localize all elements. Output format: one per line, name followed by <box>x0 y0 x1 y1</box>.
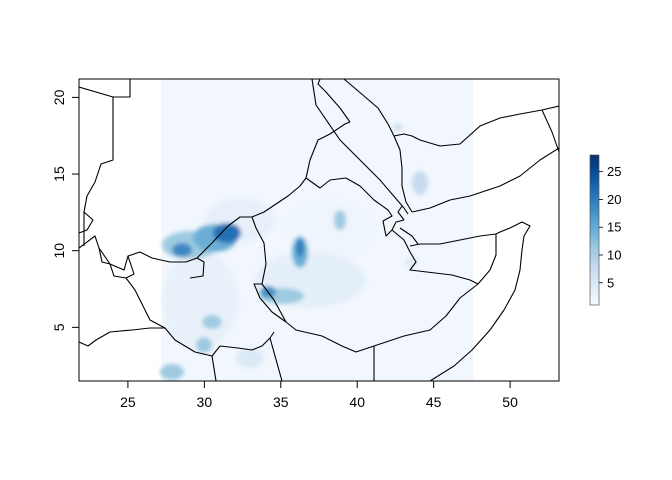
border-line <box>391 229 497 285</box>
x-tick-label: 50 <box>502 394 518 410</box>
colorbar-tick-label: 5 <box>607 275 614 290</box>
raster-patch <box>162 250 238 350</box>
raster-intensity-layer <box>160 124 428 380</box>
border-line <box>79 263 166 347</box>
raster-patch <box>393 124 403 130</box>
y-axis: 5 10 15 20 <box>51 89 80 331</box>
border-line <box>211 355 217 381</box>
colorbar-legend: 5 10 15 20 25 <box>589 154 621 306</box>
colorbar-tick-label: 10 <box>607 248 621 263</box>
x-tick-label: 45 <box>426 394 442 410</box>
x-tick-label: 25 <box>120 394 136 410</box>
map-plot-area <box>79 79 559 381</box>
raster-patch <box>334 210 346 230</box>
border-line <box>541 109 559 153</box>
x-tick-label: 35 <box>273 394 289 410</box>
border-line <box>429 221 531 381</box>
border-line <box>311 79 409 215</box>
y-tick-label: 5 <box>51 323 67 331</box>
raster-patch <box>160 364 184 380</box>
x-axis: 25 30 35 40 45 50 <box>120 380 518 410</box>
border-line <box>98 247 111 265</box>
raster-patch <box>213 223 241 243</box>
border-line <box>79 79 131 98</box>
border-line <box>343 79 413 213</box>
colorbar-gradient <box>589 154 600 306</box>
raster-patch <box>412 171 428 195</box>
country-borders <box>79 79 559 381</box>
border-line <box>269 337 283 381</box>
raster-patch <box>296 239 304 257</box>
border-line <box>317 79 351 123</box>
x-tick-label: 40 <box>349 394 365 410</box>
border-line <box>164 327 275 357</box>
border-line <box>411 147 559 213</box>
raster-patch <box>202 315 222 329</box>
border-line <box>253 283 287 323</box>
border-line <box>79 216 267 285</box>
border-line <box>189 257 205 279</box>
border-line <box>125 255 135 279</box>
raster-patch <box>236 348 264 368</box>
y-tick-label: 15 <box>51 166 67 182</box>
raster-patch <box>196 337 212 353</box>
colorbar-tick-label: 15 <box>607 220 621 235</box>
colorbar-tick-label: 20 <box>607 192 621 207</box>
raster-patch <box>334 274 366 290</box>
y-tick-label: 10 <box>51 243 67 259</box>
border-line <box>79 97 114 234</box>
raster-patch <box>285 200 375 260</box>
x-tick-label: 30 <box>197 394 213 410</box>
colorbar-ticks: 5 10 15 20 25 <box>599 164 621 290</box>
y-tick-label: 20 <box>51 89 67 105</box>
colorbar-tick-label: 25 <box>607 164 621 179</box>
raster-patch <box>172 243 192 257</box>
border-line <box>399 227 419 245</box>
border-line <box>397 205 405 221</box>
border-line <box>393 105 559 147</box>
